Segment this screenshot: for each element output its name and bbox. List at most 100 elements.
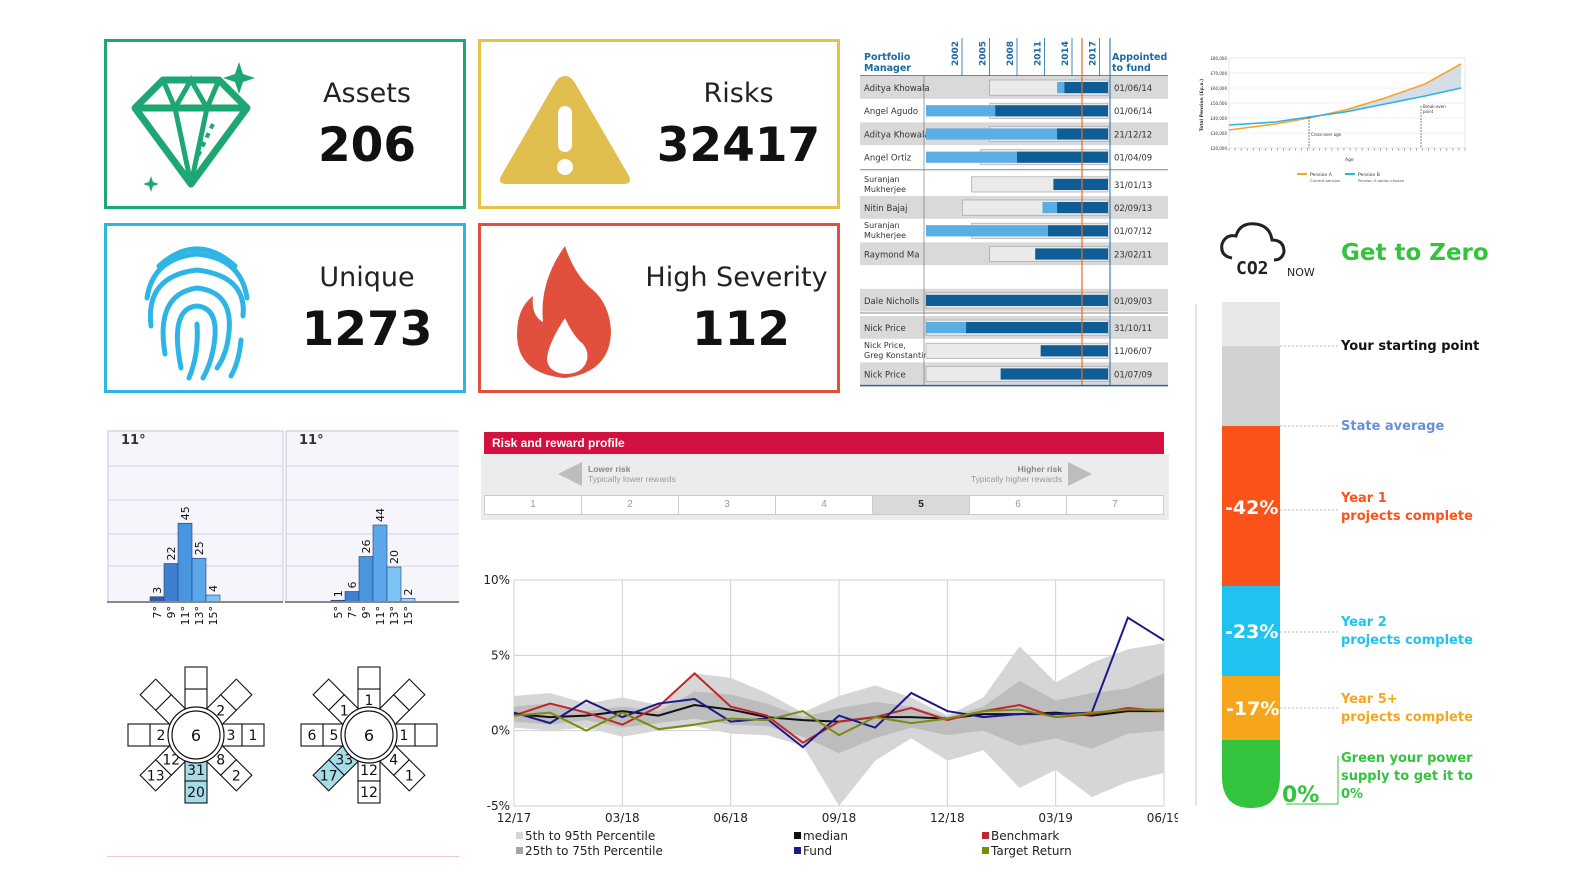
line-chart-xtick: 12/17 xyxy=(497,811,532,825)
line-chart-xtick: 12/18 xyxy=(930,811,965,825)
pension-gap-area xyxy=(1309,64,1461,118)
wind-rose-value: 31 xyxy=(187,763,205,779)
wind-rose-box xyxy=(392,758,426,792)
histogram-value-label: 45 xyxy=(179,506,192,520)
wind-rose-value: 20 xyxy=(187,785,205,801)
portfolio-appointed-date: 23/02/11 xyxy=(1114,250,1152,260)
lower-risk-text: Lower risk Typically lower rewards xyxy=(588,464,676,484)
wind-rose-cell xyxy=(127,723,151,747)
zero-final-line2: supply to get it to xyxy=(1341,769,1473,784)
pension-ytick: £70,000 xyxy=(1210,71,1227,76)
wind-rose-value: 1 xyxy=(405,768,414,784)
wind-rose-cell xyxy=(219,758,253,792)
histogram-value-label: 3 xyxy=(151,587,164,594)
pension-b-line xyxy=(1228,87,1462,126)
portfolio-manager-name: Nick Price xyxy=(864,370,906,380)
portfolio-header-manager-2: Manager xyxy=(864,63,911,74)
legend-label: 25th to 75th Percentile xyxy=(525,844,663,858)
zero-pct-year5: -17% xyxy=(1226,698,1280,720)
unique-value: 1273 xyxy=(301,302,433,357)
line-chart-xtick: 06/18 xyxy=(713,811,748,825)
legend-swatch xyxy=(516,832,523,839)
legend-label: 5th to 95th Percentile xyxy=(525,829,655,843)
portfolio-bar-dark xyxy=(926,294,1108,306)
pension-break-annotation-1: Break-even xyxy=(1423,104,1446,109)
band-25-75 xyxy=(514,673,1164,754)
histogram-value-label: 25 xyxy=(193,541,206,555)
portfolio-year-label: 2005 xyxy=(979,41,989,66)
line-chart-ytick: 5% xyxy=(491,648,510,662)
high-severity-card[interactable]: High Severity 112 xyxy=(478,223,840,393)
zero-step-final: Green your power supply to get it to 0% xyxy=(1341,750,1473,804)
assets-label: Assets xyxy=(323,78,411,109)
wind-rose-box xyxy=(392,678,426,712)
pension-ytick: £40,000 xyxy=(1210,116,1227,121)
pension-a-line xyxy=(1228,63,1462,131)
wind-rose-cell xyxy=(312,678,346,712)
legend-label: median xyxy=(803,829,848,843)
portfolio-bar-light xyxy=(926,322,967,334)
performance-line-chart: 10% 5% 0% -5%12/17 03/18 06/18 09/18 12/18 03/19… xyxy=(483,573,1178,858)
line-chart-xtick: 03/18 xyxy=(605,811,640,825)
wind-rose-box xyxy=(127,723,151,747)
higher-risk-sub: Typically higher rewards xyxy=(970,474,1062,484)
histogram-category-label: 5° xyxy=(332,606,345,619)
wind-rose-value: 4 xyxy=(389,753,398,769)
portfolio-appointed-date: 21/12/12 xyxy=(1114,130,1152,140)
wind-rose-center-value: 6 xyxy=(191,726,201,745)
risk-level-6: 6 xyxy=(970,496,1067,514)
pension-break-annotation-2: point xyxy=(1423,109,1434,114)
wind-rose-box xyxy=(139,678,173,712)
zero-step-state-average: State average xyxy=(1341,419,1445,434)
wind-rose-cell xyxy=(300,723,324,747)
wind-rose-value: 2 xyxy=(232,768,241,784)
legend-label: Fund xyxy=(803,844,832,858)
histogram-value-label: 1 xyxy=(332,590,345,597)
histogram-category-label: 15° xyxy=(207,606,220,626)
histogram-category-label: 13° xyxy=(388,606,401,626)
portfolio-header-manager-1: Portfolio xyxy=(864,52,911,63)
high-severity-label: High Severity xyxy=(645,262,828,293)
portfolio-manager-name: Aditya Khowala xyxy=(864,130,930,140)
portfolio-appointed-date: 01/04/09 xyxy=(1114,154,1152,164)
pension-legend-b-sub: Pension if option chosen xyxy=(1358,178,1405,183)
portfolio-manager-name: Raymond Ma xyxy=(864,250,919,260)
wind-rose-cell xyxy=(357,666,381,690)
portfolio-bar-dark xyxy=(1040,345,1108,357)
zero-step-year2-line2: projects complete xyxy=(1341,633,1473,648)
histogram-value-label: 20 xyxy=(388,550,401,564)
risks-value: 32417 xyxy=(656,118,821,173)
flame-icon xyxy=(517,246,611,378)
line-chart-ytick: 10% xyxy=(483,573,510,587)
portfolio-bar-dark xyxy=(1017,151,1108,163)
assets-card[interactable]: Assets 206 xyxy=(104,39,466,209)
unique-card[interactable]: Unique 1273 xyxy=(104,223,466,393)
wind-rose-value: 12 xyxy=(360,763,378,779)
pension-legend-b: Pension B xyxy=(1358,172,1380,178)
series-line-fund xyxy=(513,616,1165,749)
histogram-bar xyxy=(358,556,374,603)
histogram-value-label: 26 xyxy=(360,540,373,554)
bottom-divider xyxy=(107,856,459,857)
portfolio-bar-light xyxy=(1042,202,1058,214)
portfolio-bar-dark xyxy=(1053,178,1108,190)
legend-label: Target Return xyxy=(990,844,1072,858)
wind-rose-value: 8 xyxy=(216,753,225,769)
risks-card[interactable]: Risks 32417 xyxy=(478,39,840,209)
histogram-bar xyxy=(177,522,193,603)
assets-value: 206 xyxy=(317,118,417,173)
histogram-category-label: 9° xyxy=(165,606,178,619)
wind-rose-center xyxy=(344,710,394,760)
wind-rose-box xyxy=(219,758,253,792)
portfolio-bar-light xyxy=(926,105,996,117)
wind-rose-value: 2 xyxy=(216,703,225,719)
zero-thermometer xyxy=(1195,302,1340,808)
line-chart-xtick: 06/19 xyxy=(1147,811,1178,825)
portfolio-manager-name: Suranjan xyxy=(864,221,900,230)
get-to-zero-title: Get to Zero xyxy=(1341,240,1489,266)
risk-level-3: 3 xyxy=(679,496,776,514)
pension-chart: £80,000 £70,000 £60,000 £50,000 £40,000 £30,0… xyxy=(1199,56,1466,183)
pension-ytick: £60,000 xyxy=(1210,86,1227,91)
